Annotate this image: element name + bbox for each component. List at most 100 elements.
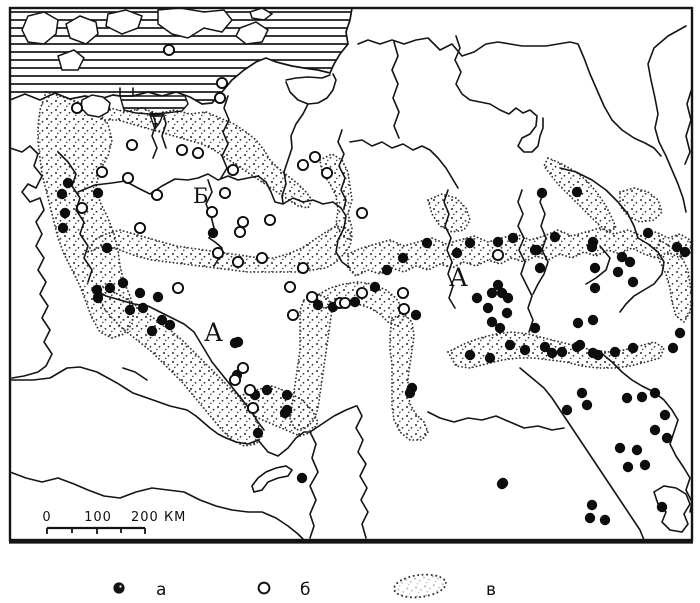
- scale-bar-ticks: [46, 528, 146, 534]
- site-a-dot: [561, 404, 573, 416]
- site-b-circle: [355, 206, 369, 220]
- site-b-circle: [75, 201, 89, 215]
- site-b-circle: [228, 373, 242, 387]
- site-a-dot: [464, 349, 476, 361]
- site-a-dot: [674, 327, 686, 339]
- coastline-river-path: [337, 129, 347, 209]
- coastline-river-path: [599, 351, 693, 513]
- coastline-river-path: [9, 145, 53, 379]
- site-a-dot: [92, 187, 104, 199]
- site-a-dot: [464, 237, 476, 249]
- site-b-circle: [263, 213, 277, 227]
- coastline-river-path: [220, 95, 230, 179]
- site-a-dot: [549, 231, 561, 243]
- site-b-circle: [150, 188, 164, 202]
- site-b-circle: [162, 43, 176, 57]
- site-a-dot: [59, 207, 71, 219]
- legend-label-v: в: [486, 580, 496, 600]
- coastline-river-path: [585, 245, 611, 285]
- site-a-dot: [529, 322, 541, 334]
- site-a-dot: [576, 387, 588, 399]
- coastline-river-path: [517, 189, 533, 297]
- site-a-dot: [62, 177, 74, 189]
- site-a-dot: [571, 341, 583, 353]
- site-a-dot: [451, 247, 463, 259]
- coastline-river-path: [454, 35, 544, 153]
- site-b-circle: [125, 138, 139, 152]
- site-a-dot: [627, 276, 639, 288]
- site-a-dot: [410, 309, 422, 321]
- site-a-dot: [486, 287, 498, 299]
- site-a-dot: [622, 461, 634, 473]
- coastline-river-path: [391, 41, 400, 139]
- site-a-dot: [649, 387, 661, 399]
- coastline-river-path: [309, 405, 357, 433]
- site-a-dot: [104, 282, 116, 294]
- site-a-dot: [486, 316, 498, 328]
- coastline-river-path: [91, 287, 265, 431]
- site-b-circle: [396, 286, 410, 300]
- site-a-dot: [556, 346, 568, 358]
- site-a-dot: [296, 472, 308, 484]
- site-a-dot: [134, 287, 146, 299]
- site-b-circle: [211, 246, 225, 260]
- site-a-dot: [584, 512, 596, 524]
- cyprus-island: [251, 465, 294, 493]
- site-a-dot: [349, 296, 361, 308]
- site-a-dot: [624, 256, 636, 268]
- site-a-dot: [501, 307, 513, 319]
- region-label: А: [204, 318, 223, 347]
- site-a-dot: [586, 499, 598, 511]
- site-a-dot: [397, 252, 409, 264]
- site-b-circle: [320, 166, 334, 180]
- site-a-dot: [91, 284, 103, 296]
- coastline-river-path: [57, 151, 93, 283]
- site-b-circle: [397, 302, 411, 316]
- coastline-river-path: [684, 87, 693, 165]
- site-b-circle: [236, 215, 250, 229]
- site-a-dot: [589, 282, 601, 294]
- site-a-dot: [616, 251, 628, 263]
- site-a-dot: [369, 281, 381, 293]
- island: [65, 15, 99, 45]
- site-b-circle: [283, 280, 297, 294]
- site-a-dot: [546, 347, 558, 359]
- site-a-dot: [667, 342, 679, 354]
- site-a-dot: [519, 344, 531, 356]
- open-site-icon: [257, 581, 271, 595]
- site-a-dot: [164, 319, 176, 331]
- site-b-circle: [213, 91, 227, 105]
- site-b-circle: [171, 281, 185, 295]
- legend-label-a: а: [156, 580, 166, 600]
- site-a-dot: [421, 237, 433, 249]
- stipple-region: [619, 187, 664, 223]
- site-a-dot: [281, 389, 293, 401]
- site-a-dot: [587, 314, 599, 326]
- site-a-dot: [587, 347, 599, 359]
- legend-label-b: б: [300, 580, 310, 600]
- island: [235, 21, 269, 45]
- site-a-dot: [572, 317, 584, 329]
- coastline-river-path: [443, 189, 456, 309]
- coastline-river-path: [151, 111, 158, 159]
- site-a-dot: [156, 314, 168, 326]
- site-b-circle: [355, 286, 369, 300]
- coastline-river-path: [285, 74, 331, 81]
- coastline-river-path: [349, 139, 459, 189]
- site-a-dot: [492, 236, 504, 248]
- site-a-dot: [609, 346, 621, 358]
- filled-site-icon: [113, 582, 125, 594]
- site-b-circle: [286, 308, 300, 322]
- site-b-circle: [243, 383, 257, 397]
- site-a-dot: [117, 277, 129, 289]
- dotted-area-icon: [393, 573, 447, 599]
- legend-item-a: а: [113, 580, 166, 600]
- sea-islands: [21, 7, 274, 118]
- site-b-circle: [236, 361, 250, 375]
- site-a-dot: [504, 339, 516, 351]
- site-a-dot: [581, 399, 593, 411]
- site-a-dot: [589, 262, 601, 274]
- site-b-circle: [231, 255, 245, 269]
- stipple-region: [97, 284, 264, 447]
